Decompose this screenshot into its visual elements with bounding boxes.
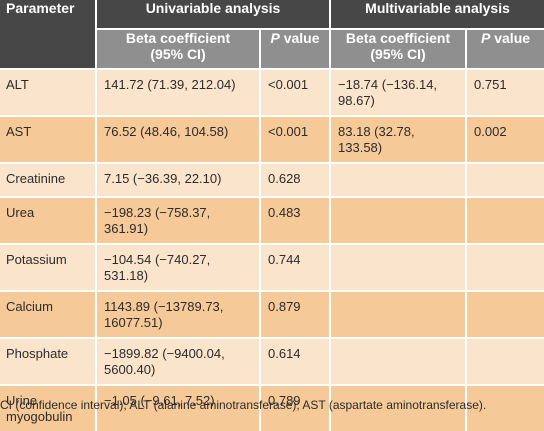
cell-multi-p bbox=[465, 384, 544, 431]
cell-uni-beta-line1: 7.15 (−36.39, 22.10) bbox=[104, 171, 222, 186]
header-univariable-analysis: Univariable analysis bbox=[94, 0, 331, 29]
header-row-columns: Beta coefficient (95% CI) P value Beta c… bbox=[0, 28, 544, 69]
cell-parameter: Urine myogobulin bbox=[0, 384, 96, 431]
header-multi-p: P value bbox=[465, 28, 544, 69]
header-multivariable-analysis: Multivariable analysis bbox=[329, 0, 544, 29]
cell-uni-beta: 7.15 (−36.39, 22.10) bbox=[95, 162, 260, 197]
cell-uni-p: <0.001 bbox=[258, 115, 331, 163]
header-blank-cell bbox=[0, 29, 96, 69]
cell-uni-p: 0.789 bbox=[258, 384, 331, 431]
cell-uni-beta-line1: 141.72 (71.39, 212.04) bbox=[104, 77, 236, 92]
cell-uni-p: 0.628 bbox=[258, 162, 331, 197]
cell-uni-beta-line1: −198.23 (−758.37, bbox=[104, 205, 211, 220]
cell-parameter: Phosphate bbox=[0, 337, 96, 385]
header-p-rest: value bbox=[279, 30, 320, 46]
cell-uni-beta-line1: 76.52 (48.46, 104.58) bbox=[104, 124, 229, 139]
cell-parameter: ALT bbox=[0, 68, 96, 116]
cell-multi-beta-line1: 83.18 (32.78, bbox=[338, 124, 415, 139]
cell-uni-beta: −1899.82 (−9400.04, 5600.40) bbox=[95, 337, 260, 385]
cell-multi-beta-line1: −18.74 (−136.14, bbox=[338, 77, 438, 92]
cell-multi-beta: 83.18 (32.78, 133.58) bbox=[329, 115, 467, 163]
cell-multi-beta-line2: 133.58) bbox=[338, 140, 383, 155]
cell-uni-beta-line1: 1143.89 (−13789.73, bbox=[104, 299, 224, 314]
header-row-groups: Parameter Univariable analysis Multivari… bbox=[0, 0, 544, 29]
table-row: Creatinine 7.15 (−36.39, 22.10) 0.628 bbox=[0, 162, 544, 197]
cell-multi-p: 0.751 bbox=[465, 68, 544, 116]
header-beta-line1: Beta coefficient bbox=[345, 30, 451, 46]
cell-parameter: Calcium bbox=[0, 290, 96, 338]
cell-uni-p: 0.483 bbox=[258, 196, 331, 244]
cell-parameter: Potassium bbox=[0, 243, 96, 291]
header-p-italic: P bbox=[270, 30, 280, 46]
header-uni-p: P value bbox=[258, 28, 331, 69]
table-row: Calcium 1143.89 (−13789.73, 16077.51) 0.8… bbox=[0, 290, 544, 338]
cell-uni-beta: −198.23 (−758.37, 361.91) bbox=[95, 196, 260, 244]
cell-uni-beta-line2: 5600.40) bbox=[104, 362, 156, 377]
cell-multi-p bbox=[465, 337, 544, 385]
cell-uni-beta-line1: −104.54 (−740.27, bbox=[104, 252, 211, 267]
cell-uni-beta-line2: 16077.51) bbox=[104, 315, 163, 330]
table-row: AST 76.52 (48.46, 104.58) <0.001 83.18 (… bbox=[0, 115, 544, 163]
cell-multi-p bbox=[465, 196, 544, 244]
cell-multi-beta bbox=[329, 196, 467, 244]
table-row: Urea −198.23 (−758.37, 361.91) 0.483 bbox=[0, 196, 544, 244]
cell-uni-beta: 1143.89 (−13789.73, 16077.51) bbox=[95, 290, 260, 338]
cell-uni-p: 0.614 bbox=[258, 337, 331, 385]
cell-uni-beta-line2: 531.18) bbox=[104, 268, 149, 283]
cell-multi-p: 0.002 bbox=[465, 115, 544, 163]
table-row: Potassium −104.54 (−740.27, 531.18) 0.744 bbox=[0, 243, 544, 291]
cell-multi-p bbox=[465, 290, 544, 338]
cell-multi-p bbox=[465, 243, 544, 291]
cell-multi-beta bbox=[329, 162, 467, 197]
cell-parameter: AST bbox=[0, 115, 96, 163]
cell-multi-beta bbox=[329, 384, 467, 431]
cell-multi-beta bbox=[329, 337, 467, 385]
cell-uni-p: 0.879 bbox=[258, 290, 331, 338]
cell-parameter: Creatinine bbox=[0, 162, 96, 197]
cell-uni-beta-line2: 361.91) bbox=[104, 221, 149, 236]
header-p-italic: P bbox=[481, 30, 491, 46]
cell-uni-beta: 141.72 (71.39, 212.04) bbox=[95, 68, 260, 116]
header-p-rest: value bbox=[490, 30, 531, 46]
cell-uni-beta-line1: −1.05 (−9.61, 7.52) bbox=[104, 393, 215, 408]
cell-multi-beta bbox=[329, 290, 467, 338]
table-row: ALT 141.72 (71.39, 212.04) <0.001 −18.74… bbox=[0, 68, 544, 116]
table-row: Phosphate −1899.82 (−9400.04, 5600.40) 0.… bbox=[0, 337, 544, 385]
header-beta-line2: (95% CI) bbox=[150, 46, 206, 62]
cell-uni-p: 0.744 bbox=[258, 243, 331, 291]
header-multi-beta: Beta coefficient (95% CI) bbox=[329, 28, 467, 69]
cell-parameter: Urea bbox=[0, 196, 96, 244]
cell-uni-p: <0.001 bbox=[258, 68, 331, 116]
header-parameter: Parameter bbox=[0, 0, 96, 29]
cell-multi-p bbox=[465, 162, 544, 197]
table-footnote: CI (confidence interval); ALT (alanine a… bbox=[0, 398, 487, 412]
cell-uni-beta-line1: −1899.82 (−9400.04, bbox=[104, 346, 225, 361]
header-uni-beta: Beta coefficient (95% CI) bbox=[95, 28, 260, 69]
cell-uni-beta: −104.54 (−740.27, 531.18) bbox=[95, 243, 260, 291]
cell-multi-beta: −18.74 (−136.14, 98.67) bbox=[329, 68, 467, 116]
table-row: Urine myogobulin −1.05 (−9.61, 7.52) 0.7… bbox=[0, 384, 544, 431]
header-beta-line2: (95% CI) bbox=[370, 46, 426, 62]
header-beta-line1: Beta coefficient bbox=[125, 30, 231, 46]
cell-multi-beta-line2: 98.67) bbox=[338, 93, 375, 108]
cell-uni-beta: −1.05 (−9.61, 7.52) bbox=[95, 384, 260, 431]
cell-uni-beta: 76.52 (48.46, 104.58) bbox=[95, 115, 260, 163]
cell-multi-beta bbox=[329, 243, 467, 291]
